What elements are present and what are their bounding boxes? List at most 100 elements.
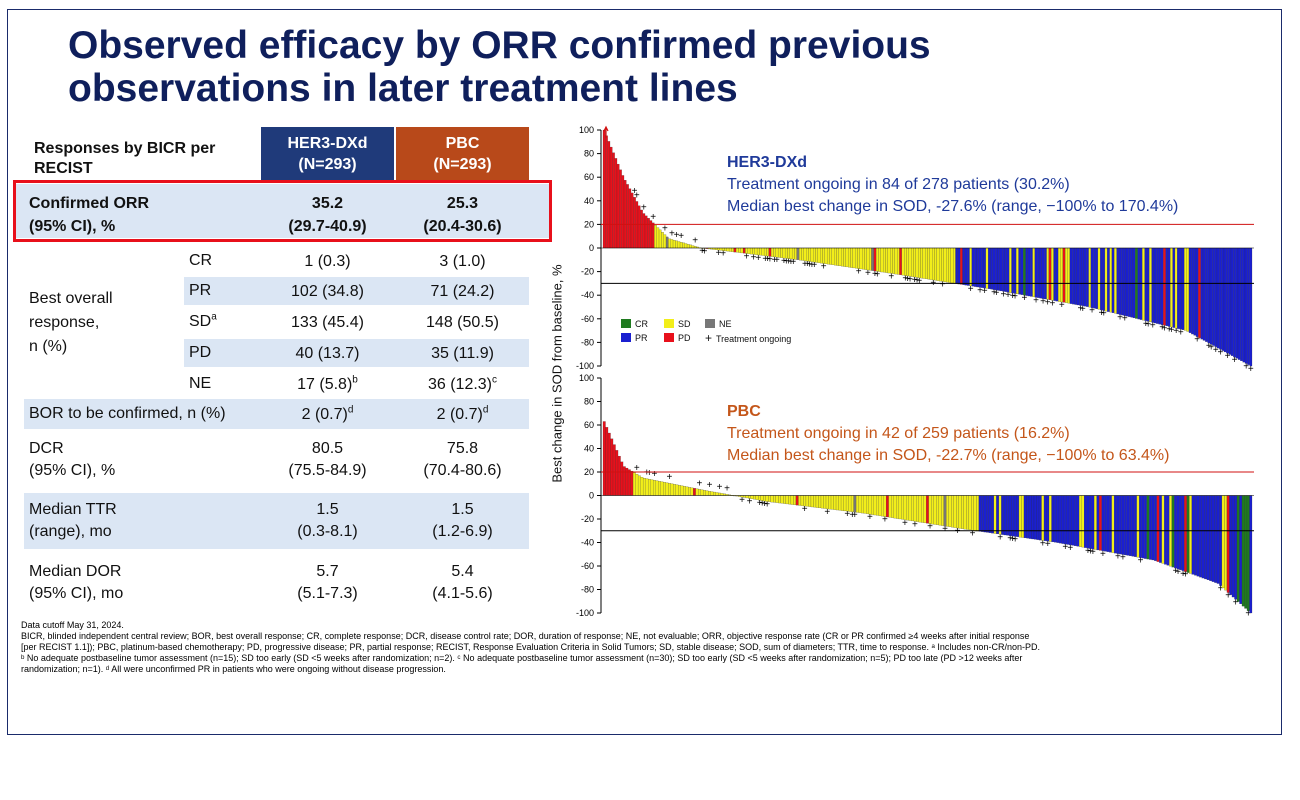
- pbc-bar: [607, 432, 611, 496]
- pbc-bar: [1226, 495, 1230, 593]
- her3dxd-bar: [852, 247, 856, 269]
- her3dxd-bar: [911, 247, 914, 277]
- pbc-bar: [668, 483, 671, 496]
- her3dxd-ongoing-marker: +: [751, 252, 757, 263]
- pbc-bar: [785, 495, 789, 505]
- pbc-bar: [718, 492, 721, 496]
- her3dxd-ongoing-marker: +: [774, 255, 780, 266]
- pbc-bar: [780, 495, 784, 504]
- pbc-bar: [703, 490, 706, 496]
- pbc-bar: [888, 495, 892, 518]
- her3dxd-bar: [1123, 247, 1127, 316]
- pbc-bar: [1063, 495, 1067, 545]
- pbc-bar: [941, 495, 944, 526]
- bor-group-label-2: response,: [29, 314, 100, 331]
- pbc-bar: [1101, 495, 1105, 551]
- her3dxd-bar: [920, 247, 923, 279]
- her3dxd-annotation-line1: Treatment ongoing in 84 of 278 patients …: [727, 176, 1070, 193]
- slide-title: Observed efficacy by ORR confirmed previ…: [68, 24, 1068, 110]
- pbc-bar: [951, 495, 954, 528]
- bor-row-pr-label: PR: [189, 282, 212, 299]
- her3dxd-bar: [1167, 247, 1171, 327]
- her3dxd-bar: [1114, 247, 1117, 314]
- footnote-line: Data cutoff May 31, 2024.: [21, 620, 124, 630]
- pbc-bar: [938, 495, 942, 526]
- her3dxd-bar: [731, 247, 734, 252]
- bor-row-sd-sup: a: [211, 311, 217, 323]
- pbc-bar: [1008, 495, 1012, 536]
- her3dxd-ongoing-marker: +: [716, 248, 722, 259]
- her3dxd-bar: [1039, 247, 1042, 299]
- pbc-ongoing-marker: +: [912, 519, 918, 530]
- her3dxd-ongoing-marker: +: [1145, 319, 1151, 330]
- pbc-ongoing-marker: +: [1218, 584, 1224, 595]
- her3dxd-bar: [908, 247, 912, 277]
- her3dxd-bar: [897, 247, 900, 275]
- orr-value-pbc: 25.3 (20.4-30.6): [396, 192, 529, 238]
- her3dxd-bar: [672, 240, 676, 249]
- pbc-ongoing-marker: +: [1115, 552, 1121, 563]
- pbc-ongoing-marker: +: [764, 500, 770, 511]
- her3dxd-bar: [1163, 247, 1166, 326]
- her3dxd-bar: [887, 247, 891, 274]
- pbc-y-tick-label: 80: [584, 397, 594, 407]
- pbc-bar: [986, 495, 989, 533]
- pbc-bar: [1219, 495, 1223, 586]
- her3dxd-bar: [922, 247, 926, 279]
- pbc-bar: [1209, 495, 1213, 581]
- title-line-1: Observed efficacy by ORR confirmed previ…: [68, 24, 931, 67]
- her3dxd-bar: [677, 241, 681, 249]
- legend-item-pr: PR: [621, 331, 648, 345]
- her3dxd-annotation: HER3-DXd Treatment ongoing in 84 of 278 …: [727, 152, 1178, 218]
- pbc-bar: [685, 486, 689, 496]
- bor-row-ne: NE 17 (5.8)b 36 (12.3)c: [184, 370, 529, 398]
- her3dxd-ongoing-marker: +: [1117, 313, 1123, 324]
- her3dxd-bar: [845, 247, 849, 268]
- her3dxd-bar: [1128, 247, 1131, 317]
- pbc-y-tick-label: -40: [581, 538, 594, 548]
- pbc-bar: [635, 474, 639, 496]
- pbc-bar: [653, 480, 656, 496]
- pbc-bar: [1043, 495, 1047, 541]
- her3dxd-y-tick-label: 0: [589, 243, 594, 253]
- orr-label-line1: Confirmed ORR: [29, 195, 149, 212]
- legend-item-pd: PD: [664, 331, 691, 345]
- bor-row-pd-her3dxd: 40 (13.7): [295, 345, 360, 362]
- pbc-bar: [918, 495, 922, 523]
- pbc-bar: [1106, 495, 1110, 552]
- footnote-line: BICR, blinded independent central review…: [21, 631, 1030, 641]
- her3dxd-bar: [913, 247, 916, 278]
- pbc-bar: [1053, 495, 1057, 543]
- pbc-bar: [1144, 495, 1147, 559]
- her3dxd-ongoing-marker: +: [993, 288, 999, 299]
- her3dxd-ongoing-marker: +: [1143, 319, 1149, 330]
- her3dxd-y-tick-label: 60: [584, 172, 594, 182]
- pbc-ongoing-marker: +: [1045, 539, 1051, 550]
- pbc-ongoing-marker: +: [1175, 567, 1181, 578]
- her3dxd-bar: [1247, 247, 1250, 365]
- pbc-bar: [660, 481, 664, 496]
- her3dxd-bar: [850, 247, 853, 268]
- table-header-label: Responses by BICR per RECIST: [34, 140, 216, 177]
- her3dxd-bar: [1093, 247, 1096, 309]
- her3dxd-bar: [948, 247, 951, 283]
- her3dxd-bar: [1069, 247, 1073, 304]
- ttr-her3dxd-value: 1.5: [316, 501, 339, 518]
- her3dxd-ongoing-marker: +: [669, 228, 675, 239]
- her3dxd-ongoing-marker: +: [1166, 324, 1172, 335]
- pbc-bar: [906, 495, 909, 521]
- pbc-bar: [988, 495, 992, 533]
- her3dxd-bar: [950, 247, 954, 284]
- her3dxd-ongoing-marker: +: [755, 253, 761, 264]
- pbc-ongoing-marker: +: [747, 496, 753, 507]
- her3dxd-ongoing-marker: +: [856, 267, 862, 278]
- her3dxd-bar: [962, 247, 965, 285]
- her3dxd-bar: [827, 247, 830, 265]
- her3dxd-bar: [1209, 247, 1213, 345]
- pbc-bar: [1159, 495, 1162, 563]
- dcr-her3dxd-ci: (75.5-84.9): [288, 462, 367, 479]
- her3dxd-bar: [918, 247, 921, 278]
- her3dxd-bar: [878, 247, 881, 272]
- her3dxd-ongoing-marker: +: [991, 288, 997, 299]
- pbc-bar: [670, 483, 674, 496]
